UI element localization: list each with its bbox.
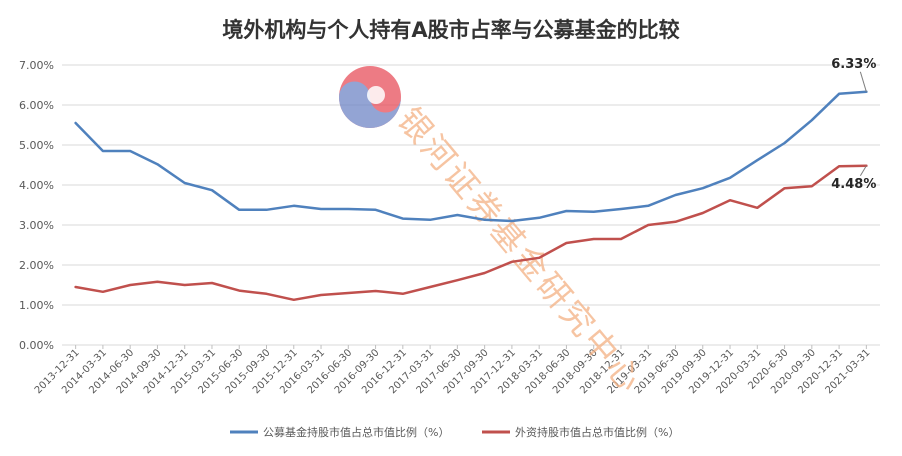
y-tick-label: 6.00%	[19, 99, 54, 112]
y-tick-label: 5.00%	[19, 139, 54, 152]
data-label: 4.48%	[831, 177, 876, 192]
legend-label: 外资持股市值占总市值比例（%）	[515, 425, 679, 439]
data-label-leader	[859, 71, 867, 92]
legend: 公募基金持股市值占总市值比例（%） 外资持股市值占总市值比例（%）	[230, 425, 679, 439]
series-line-2	[74, 164, 868, 302]
y-tick-label: 7.00%	[19, 59, 54, 72]
watermark: 银河证券基金研究中心	[339, 66, 651, 401]
y-tick-label: 0.00%	[19, 339, 54, 352]
legend-label: 公募基金持股市值占总市值比例（%）	[263, 425, 449, 439]
watermark-logo-dot	[367, 86, 385, 104]
legend-item: 公募基金持股市值占总市值比例（%）	[230, 425, 449, 439]
y-tick-label: 2.00%	[19, 259, 54, 272]
y-tick-label: 1.00%	[19, 299, 54, 312]
y-tick-label: 4.00%	[19, 179, 54, 192]
chart-title: 境外机构与个人持有A股市占率与公募基金的比较	[222, 18, 680, 42]
y-tick-label: 3.00%	[19, 219, 54, 232]
data-label-leader	[859, 165, 867, 177]
series-line-1	[74, 90, 868, 223]
watermark-logo-wave	[339, 81, 401, 128]
legend-item: 外资持股市值占总市值比例（%）	[482, 425, 679, 439]
data-label: 6.33%	[831, 57, 876, 72]
